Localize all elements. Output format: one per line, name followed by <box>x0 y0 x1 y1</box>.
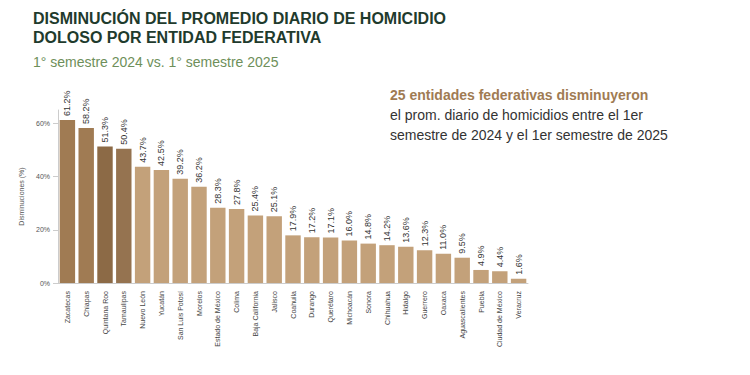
svg-text:Chihuahua: Chihuahua <box>384 291 391 325</box>
svg-text:Querétaro: Querétaro <box>327 291 335 323</box>
svg-text:Disminuciones (%): Disminuciones (%) <box>18 167 26 225</box>
svg-text:17.1%: 17.1% <box>326 208 336 234</box>
svg-text:Hidalgo: Hidalgo <box>402 291 410 315</box>
svg-text:4.4%: 4.4% <box>495 247 505 268</box>
svg-text:el prom. diario de homicidios: el prom. diario de homicidios entre el 1… <box>390 107 643 123</box>
svg-text:17.9%: 17.9% <box>288 206 298 232</box>
svg-text:28.3%: 28.3% <box>213 178 223 204</box>
svg-text:Veracruz: Veracruz <box>515 291 522 319</box>
svg-text:13.6%: 13.6% <box>401 217 411 243</box>
svg-text:25 entidades federativas dismi: 25 entidades federativas disminuyeron <box>390 87 648 103</box>
svg-text:DISMINUCIÓN DEL PROMEDIO DIARI: DISMINUCIÓN DEL PROMEDIO DIARIO DE HOMIC… <box>33 9 446 27</box>
svg-text:Tamaulipas: Tamaulipas <box>120 291 128 327</box>
svg-text:58.2%: 58.2% <box>81 99 91 125</box>
svg-text:San Luis Potosí: San Luis Potosí <box>177 291 184 340</box>
svg-text:Colima: Colima <box>233 291 240 313</box>
svg-text:36.2%: 36.2% <box>194 157 204 183</box>
svg-text:Chiapas: Chiapas <box>83 291 91 317</box>
svg-text:Zacatecas: Zacatecas <box>64 291 71 324</box>
svg-text:Morelos: Morelos <box>196 291 203 316</box>
svg-text:16.0%: 16.0% <box>344 211 354 237</box>
svg-text:Quintana Roo: Quintana Roo <box>102 291 110 334</box>
svg-text:9.5%: 9.5% <box>457 233 467 254</box>
svg-text:Sonora: Sonora <box>365 291 372 314</box>
svg-text:1° semestre 2024 vs. 1° semest: 1° semestre 2024 vs. 1° semestre 2025 <box>33 54 279 70</box>
svg-text:Aguascalientes: Aguascalientes <box>459 291 467 339</box>
svg-text:39.2%: 39.2% <box>175 149 185 175</box>
svg-text:Michoacán: Michoacán <box>346 291 353 325</box>
svg-text:27.8%: 27.8% <box>232 179 242 205</box>
svg-text:60%: 60% <box>36 120 50 127</box>
svg-text:14.2%: 14.2% <box>382 216 392 242</box>
svg-text:20%: 20% <box>36 226 50 233</box>
svg-text:Puebla: Puebla <box>478 291 485 313</box>
svg-text:Guerrero: Guerrero <box>421 291 428 319</box>
svg-text:51.3%: 51.3% <box>100 117 110 143</box>
svg-text:Coahuila: Coahuila <box>290 291 297 319</box>
svg-text:4.9%: 4.9% <box>476 245 486 266</box>
svg-text:Ciudad de México: Ciudad de México <box>496 291 503 347</box>
svg-text:Nuevo León: Nuevo León <box>139 291 146 329</box>
svg-text:Jalisco: Jalisco <box>271 291 278 313</box>
svg-text:12.3%: 12.3% <box>420 221 430 247</box>
svg-text:Estado de México: Estado de México <box>214 291 221 347</box>
svg-text:40%: 40% <box>36 173 50 180</box>
svg-text:Yucatán: Yucatán <box>158 291 165 316</box>
svg-text:17.2%: 17.2% <box>307 208 317 234</box>
svg-text:Baja California: Baja California <box>252 291 260 337</box>
svg-text:61.2%: 61.2% <box>62 91 72 117</box>
svg-text:Oaxaca: Oaxaca <box>440 291 447 315</box>
svg-text:50.4%: 50.4% <box>119 119 129 145</box>
svg-text:DOLOSO POR ENTIDAD FEDERATIVA: DOLOSO POR ENTIDAD FEDERATIVA <box>33 29 322 46</box>
svg-text:11.0%: 11.0% <box>438 225 448 250</box>
svg-text:0%: 0% <box>40 280 50 287</box>
svg-text:25.1%: 25.1% <box>269 187 279 213</box>
svg-text:25.4%: 25.4% <box>250 186 260 212</box>
svg-text:42.5%: 42.5% <box>156 140 166 166</box>
svg-text:14.8%: 14.8% <box>363 214 373 240</box>
svg-text:1.6%: 1.6% <box>514 254 524 275</box>
svg-text:Durango: Durango <box>308 291 316 318</box>
svg-text:43.7%: 43.7% <box>138 137 148 163</box>
svg-text:semestre de 2024 y el 1er seme: semestre de 2024 y el 1er semestre de 20… <box>390 127 668 143</box>
